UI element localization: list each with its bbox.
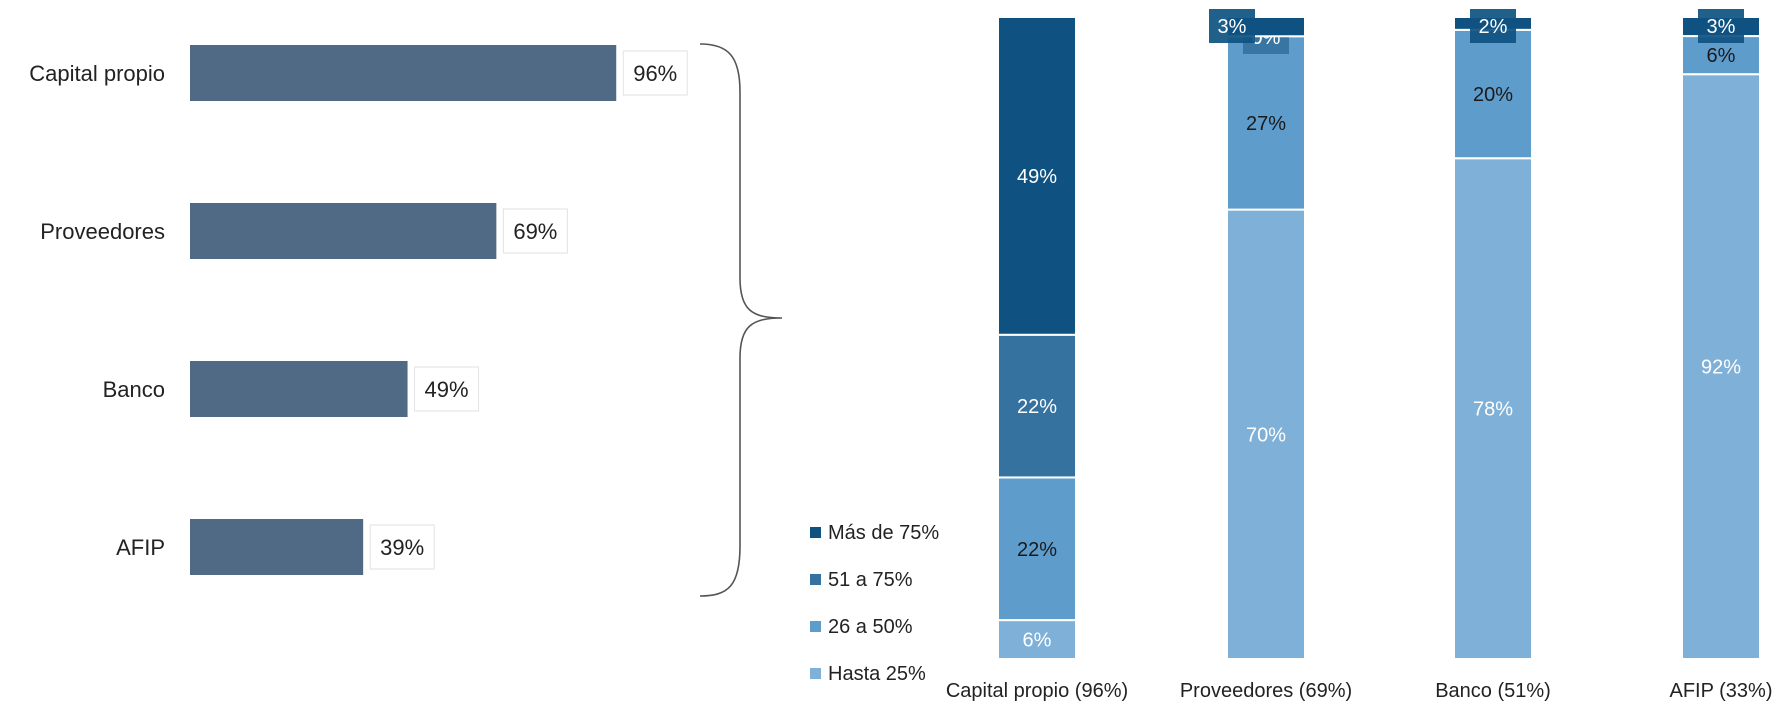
stack-value-label: 22% — [1017, 396, 1057, 418]
hbar-value-label: 69% — [513, 219, 557, 244]
stack-value-label: 20% — [1473, 84, 1513, 106]
legend-swatch — [810, 574, 821, 585]
hbar-value-box — [502, 208, 568, 254]
legend-label: 26 a 50% — [828, 616, 913, 638]
stack-value-box — [1014, 622, 1060, 657]
stack-value-label: 6% — [1707, 45, 1736, 67]
stack-value-label: 3% — [1218, 16, 1247, 38]
legend-swatch — [810, 621, 821, 632]
hbar-category-label: Banco — [103, 377, 165, 402]
stack-category-label: Banco (51%) — [1435, 680, 1551, 701]
hbar-value-box — [414, 366, 480, 412]
hbar-value-label: 96% — [633, 61, 677, 86]
stack-value-label: 22% — [1017, 539, 1057, 561]
curly-brace-connector — [699, 43, 783, 597]
hbar-bar — [190, 361, 408, 417]
stack-value-box — [1693, 349, 1749, 384]
legend: Más de 75% 51 a 75% 26 a 50% Hasta 25% — [810, 522, 939, 685]
stack-category-label: Capital propio (96%) — [946, 680, 1128, 701]
hbar-bar — [190, 203, 497, 259]
stacked-bar-chart: 6%22%22%49%Capital propio (96%)70%27%0%3… — [946, 9, 1773, 701]
stack-value-label: 27% — [1246, 113, 1286, 135]
legend-swatch — [810, 527, 821, 538]
hbar-category-label: Proveedores — [40, 219, 165, 244]
stack-value-box — [1009, 158, 1065, 193]
legend-swatch — [810, 668, 821, 679]
stack-value-label: 49% — [1017, 166, 1057, 188]
stack-value-label: 3% — [1707, 16, 1736, 38]
stack-value-box — [1009, 531, 1065, 566]
hbar-value-label: 39% — [380, 535, 424, 560]
stack-value-label: 78% — [1473, 399, 1513, 421]
stack-value-box — [1238, 417, 1294, 452]
hbar-bar — [190, 45, 617, 101]
stack-value-label: 92% — [1701, 357, 1741, 379]
hbar-value-box — [622, 50, 688, 96]
stack-value-label: 70% — [1246, 424, 1286, 446]
legend-label: 51 a 75% — [828, 569, 913, 591]
stack-category-label: AFIP (33%) — [1670, 680, 1773, 701]
legend-label: Hasta 25% — [828, 663, 926, 685]
hbar-category-label: Capital propio — [29, 61, 165, 86]
hbar-category-label: AFIP — [116, 535, 165, 560]
stack-value-label: 6% — [1023, 630, 1052, 652]
legend-label: Más de 75% — [828, 522, 939, 544]
stack-value-box — [1465, 77, 1521, 112]
stack-value-box — [1465, 391, 1521, 426]
stack-value-box — [1698, 38, 1744, 73]
hbar-bar — [190, 519, 364, 575]
stack-value-box — [1209, 9, 1255, 43]
stack-value-box — [1698, 9, 1744, 43]
hbar-value-box — [369, 524, 435, 570]
stack-value-box — [1238, 105, 1294, 140]
stack-value-box — [1470, 9, 1516, 43]
stack-value-box — [1009, 389, 1065, 424]
hbar-value-label: 49% — [425, 377, 469, 402]
horizontal-bar-chart: Capital propio 96% Proveedores 69% Banco 49% A… — [29, 45, 688, 575]
stack-value-label: 2% — [1479, 16, 1508, 38]
stack-category-label: Proveedores (69%) — [1180, 680, 1352, 701]
